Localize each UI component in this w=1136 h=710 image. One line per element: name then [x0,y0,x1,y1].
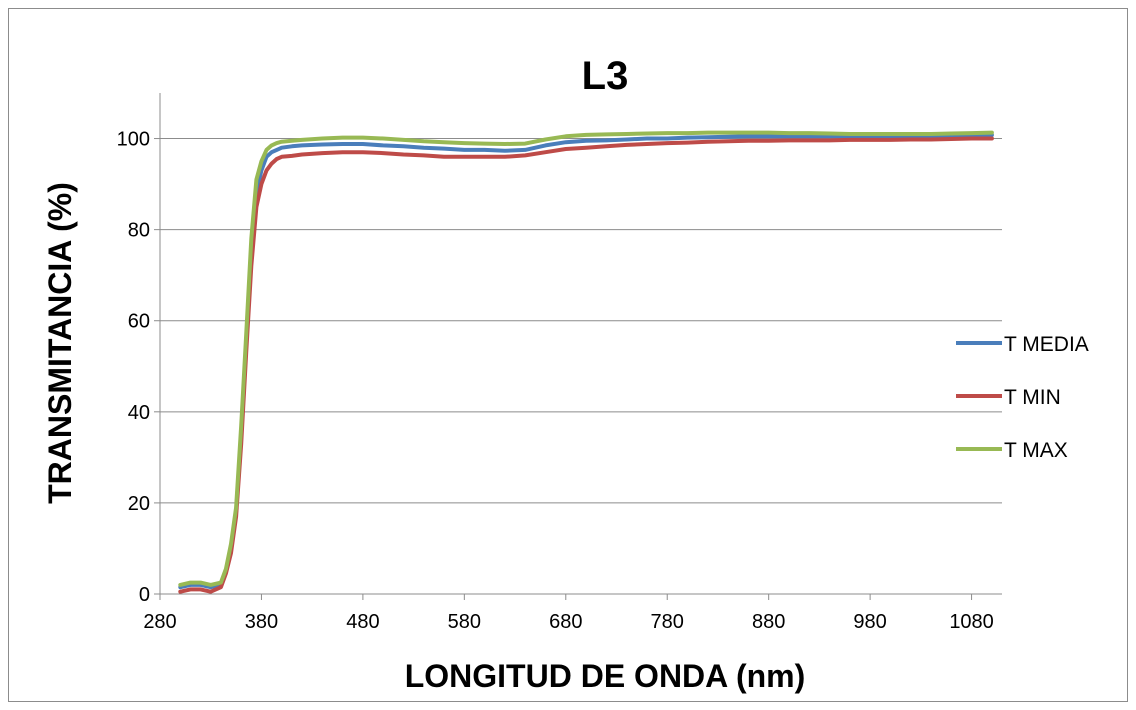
legend-label-0: T MEDIA [1004,333,1089,356]
y-tick-label: 0 [139,584,150,606]
y-axis-title: TRANSMITANCIA (%) [42,182,78,504]
legend: T MEDIA T MIN T MAX [956,333,1089,462]
y-tick-label: 80 [128,220,150,242]
gridlines [160,138,1002,504]
series-lines [178,130,994,594]
y-tick-label: 20 [128,493,150,515]
axes: 0 20 40 60 80 100 280 380 480 580 680 780 880 980 1080 [117,93,1002,633]
x-tick-label: 280 [143,611,176,633]
x-tick-label: 1080 [949,611,994,633]
chart-title: L3 [582,54,629,98]
y-tick-label: 40 [128,402,150,424]
legend-label-1: T MIN [1004,386,1061,409]
y-tick-label: 100 [117,129,150,151]
chart-area: L3 0 20 40 60 80 100 280 380 480 580 680 780 880 980 1… [8,8,1128,702]
x-tick-label: 680 [549,611,582,633]
x-tick-label: 980 [853,611,886,633]
x-tick-label: 880 [752,611,785,633]
chart-svg: L3 0 20 40 60 80 100 280 380 480 580 680 780 880 980 1… [42,54,1089,694]
x-tick-label: 780 [651,611,684,633]
x-tick-label: 380 [245,611,278,633]
series-line-0 [178,132,994,590]
series-line-2 [178,130,994,587]
legend-label-2: T MAX [1004,439,1068,462]
y-tick-label: 60 [128,311,150,333]
x-axis-title: LONGITUD DE ONDA (nm) [405,658,806,694]
x-tick-label: 480 [346,611,379,633]
x-tick-label: 580 [448,611,481,633]
series-line-1 [178,136,994,594]
